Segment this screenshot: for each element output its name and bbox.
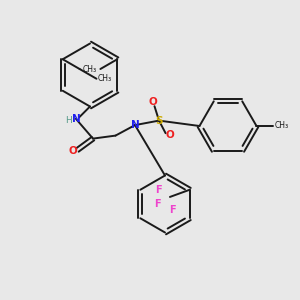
Text: O: O xyxy=(148,97,158,107)
Text: O: O xyxy=(69,146,78,157)
Text: N: N xyxy=(130,120,140,130)
Text: CH₃: CH₃ xyxy=(83,64,97,74)
Text: CH₃: CH₃ xyxy=(274,122,288,130)
Text: F: F xyxy=(169,205,176,214)
Text: F: F xyxy=(155,185,162,195)
Text: H: H xyxy=(65,116,71,125)
Text: CH₃: CH₃ xyxy=(98,74,112,83)
Text: N: N xyxy=(71,114,80,124)
Text: S: S xyxy=(155,116,163,126)
Text: O: O xyxy=(165,130,174,140)
Text: F: F xyxy=(154,200,161,209)
